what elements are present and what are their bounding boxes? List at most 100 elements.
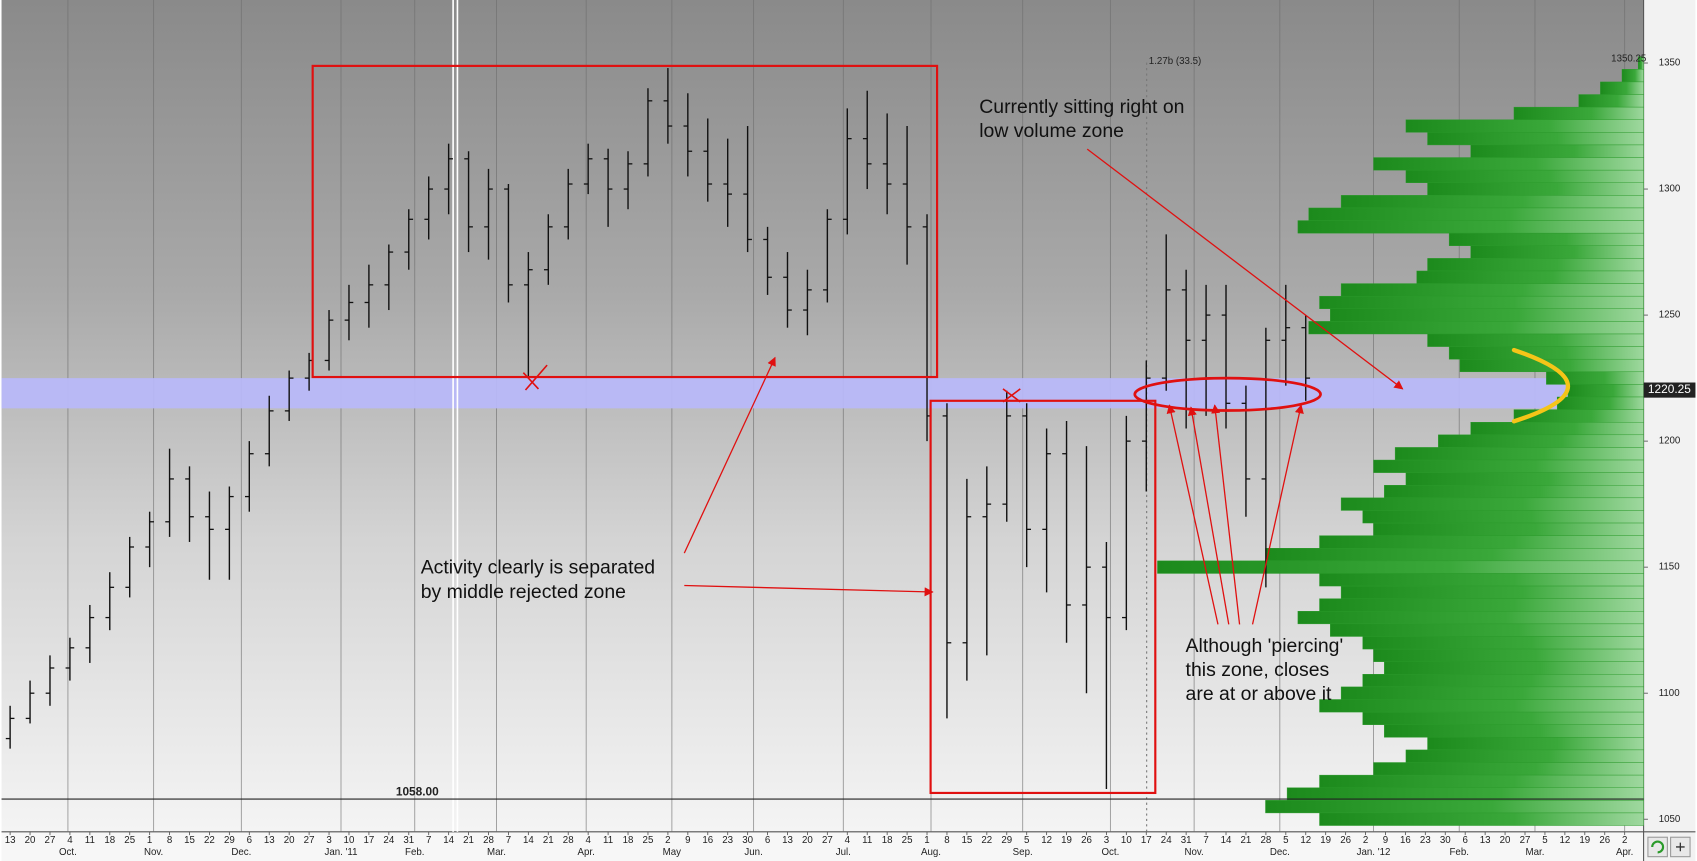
- profile-bar: [1470, 245, 1644, 259]
- profile-bar: [1157, 560, 1644, 574]
- x-tick-label: 16: [1400, 835, 1411, 846]
- x-tick-label: 8: [167, 835, 172, 846]
- toolbar: [1647, 836, 1691, 858]
- x-tick-label: 9: [685, 835, 690, 846]
- y-tick-label: 1100: [1659, 688, 1680, 699]
- x-tick-label: 1: [924, 835, 929, 846]
- month-label: Sep.: [1013, 847, 1033, 858]
- x-tick-label: 8: [944, 835, 949, 846]
- x-tick-label: 2: [1363, 835, 1368, 846]
- volume-profile: 1350.25: [1157, 54, 1646, 826]
- y-tick-label: 1150: [1659, 562, 1680, 573]
- x-tick-label: 20: [1500, 835, 1511, 846]
- add-icon: [1676, 842, 1685, 852]
- x-tick-label: 31: [1181, 835, 1192, 846]
- profile-bar: [1405, 169, 1644, 183]
- profile-bar: [1340, 283, 1644, 297]
- x-tick-label: 22: [204, 835, 215, 846]
- profile-bar: [1330, 623, 1644, 637]
- x-tick-label: 10: [344, 835, 355, 846]
- x-tick-label: 26: [1081, 835, 1092, 846]
- profile-bar: [1394, 447, 1644, 461]
- x-tick-label: 25: [902, 835, 913, 846]
- profile-bar: [1308, 321, 1644, 335]
- x-tick-label: 30: [742, 835, 753, 846]
- month-label: Oct.: [1101, 847, 1119, 858]
- profile-high-label: 1350.25: [1611, 54, 1646, 65]
- x-tick-label: 27: [304, 835, 315, 846]
- x-tick-label: 30: [1440, 835, 1451, 846]
- x-tick-label: 1: [147, 835, 152, 846]
- x-tick-label: 5: [1024, 835, 1029, 846]
- x-tick-label: 28: [563, 835, 574, 846]
- annotation-text: are at or above it: [1186, 683, 1332, 705]
- last-price-label: 1220.25: [1648, 382, 1691, 396]
- month-label: Dec.: [231, 847, 251, 858]
- x-tick-label: 26: [1599, 835, 1610, 846]
- x-tick-label: 7: [1203, 835, 1208, 846]
- x-tick-label: 27: [822, 835, 833, 846]
- profile-bar: [1384, 724, 1644, 738]
- profile-bar: [1405, 749, 1644, 763]
- month-label: Apr.: [578, 847, 595, 858]
- x-tick-label: 20: [284, 835, 295, 846]
- profile-bar: [1373, 762, 1644, 776]
- x-tick-label: 6: [247, 835, 252, 846]
- profile-bar: [1319, 699, 1644, 713]
- x-tick-label: 29: [1001, 835, 1012, 846]
- month-label: Oct.: [59, 847, 77, 858]
- month-label: Dec.: [1270, 847, 1290, 858]
- last-price-box: [1643, 382, 1696, 398]
- x-mark: [522, 364, 548, 391]
- x-tick-label: 13: [782, 835, 793, 846]
- profile-bar: [1578, 94, 1644, 108]
- annotation-text: low volume zone: [979, 120, 1124, 142]
- x-tick-label: 21: [1241, 835, 1252, 846]
- zones: [1, 0, 1644, 832]
- profile-bar: [1286, 787, 1644, 801]
- month-label: Feb.: [405, 847, 424, 858]
- y-tick-label: 1300: [1659, 184, 1681, 195]
- profile-bar: [1470, 422, 1644, 436]
- refresh-button[interactable]: [1647, 836, 1668, 858]
- profile-bar: [1567, 384, 1644, 398]
- arrows: [683, 148, 1404, 625]
- month-label: Jul.: [836, 847, 851, 858]
- annotations: Currently sitting right on low volume zo…: [311, 56, 1571, 795]
- x-tick-label: 26: [1340, 835, 1351, 846]
- x-tick-label: 24: [383, 835, 394, 846]
- x-mark: [1002, 388, 1021, 403]
- price-bars: [5, 68, 1311, 789]
- x-tick-label: 21: [543, 835, 554, 846]
- month-label: Feb.: [1449, 847, 1468, 858]
- x-tick-label: 11: [603, 835, 613, 846]
- x-tick-label: 27: [1520, 835, 1531, 846]
- x-tick-label: 15: [961, 835, 972, 846]
- profile-bar: [1340, 585, 1644, 599]
- profile-bar: [1427, 132, 1644, 146]
- x-tick-label: 13: [264, 835, 275, 846]
- profile-bar: [1621, 69, 1644, 83]
- arrow: [684, 584, 934, 597]
- x-tick-label: 18: [623, 835, 634, 846]
- profile-bar: [1427, 258, 1644, 272]
- x-tick-label: 19: [1579, 835, 1590, 846]
- arrow: [683, 356, 776, 554]
- rejected-zone-band: [1, 378, 1644, 409]
- x-tick-label: 14: [443, 835, 454, 846]
- profile-bar: [1330, 308, 1644, 322]
- profile-bar: [1384, 485, 1644, 499]
- profile-bar: [1265, 800, 1644, 814]
- annotation-text: by middle rejected zone: [421, 581, 626, 603]
- y-tick-label: 1250: [1659, 310, 1681, 321]
- profile-bar: [1265, 548, 1644, 562]
- x-tick-label: 4: [585, 835, 591, 846]
- profile-bar: [1448, 346, 1644, 360]
- x-tick-label: 22: [981, 835, 992, 846]
- x-tick-label: 19: [1320, 835, 1331, 846]
- x-tick-label: 11: [862, 835, 872, 846]
- x-tick-label: 12: [1559, 835, 1570, 846]
- month-label: May: [663, 847, 682, 858]
- arrow: [1086, 148, 1404, 390]
